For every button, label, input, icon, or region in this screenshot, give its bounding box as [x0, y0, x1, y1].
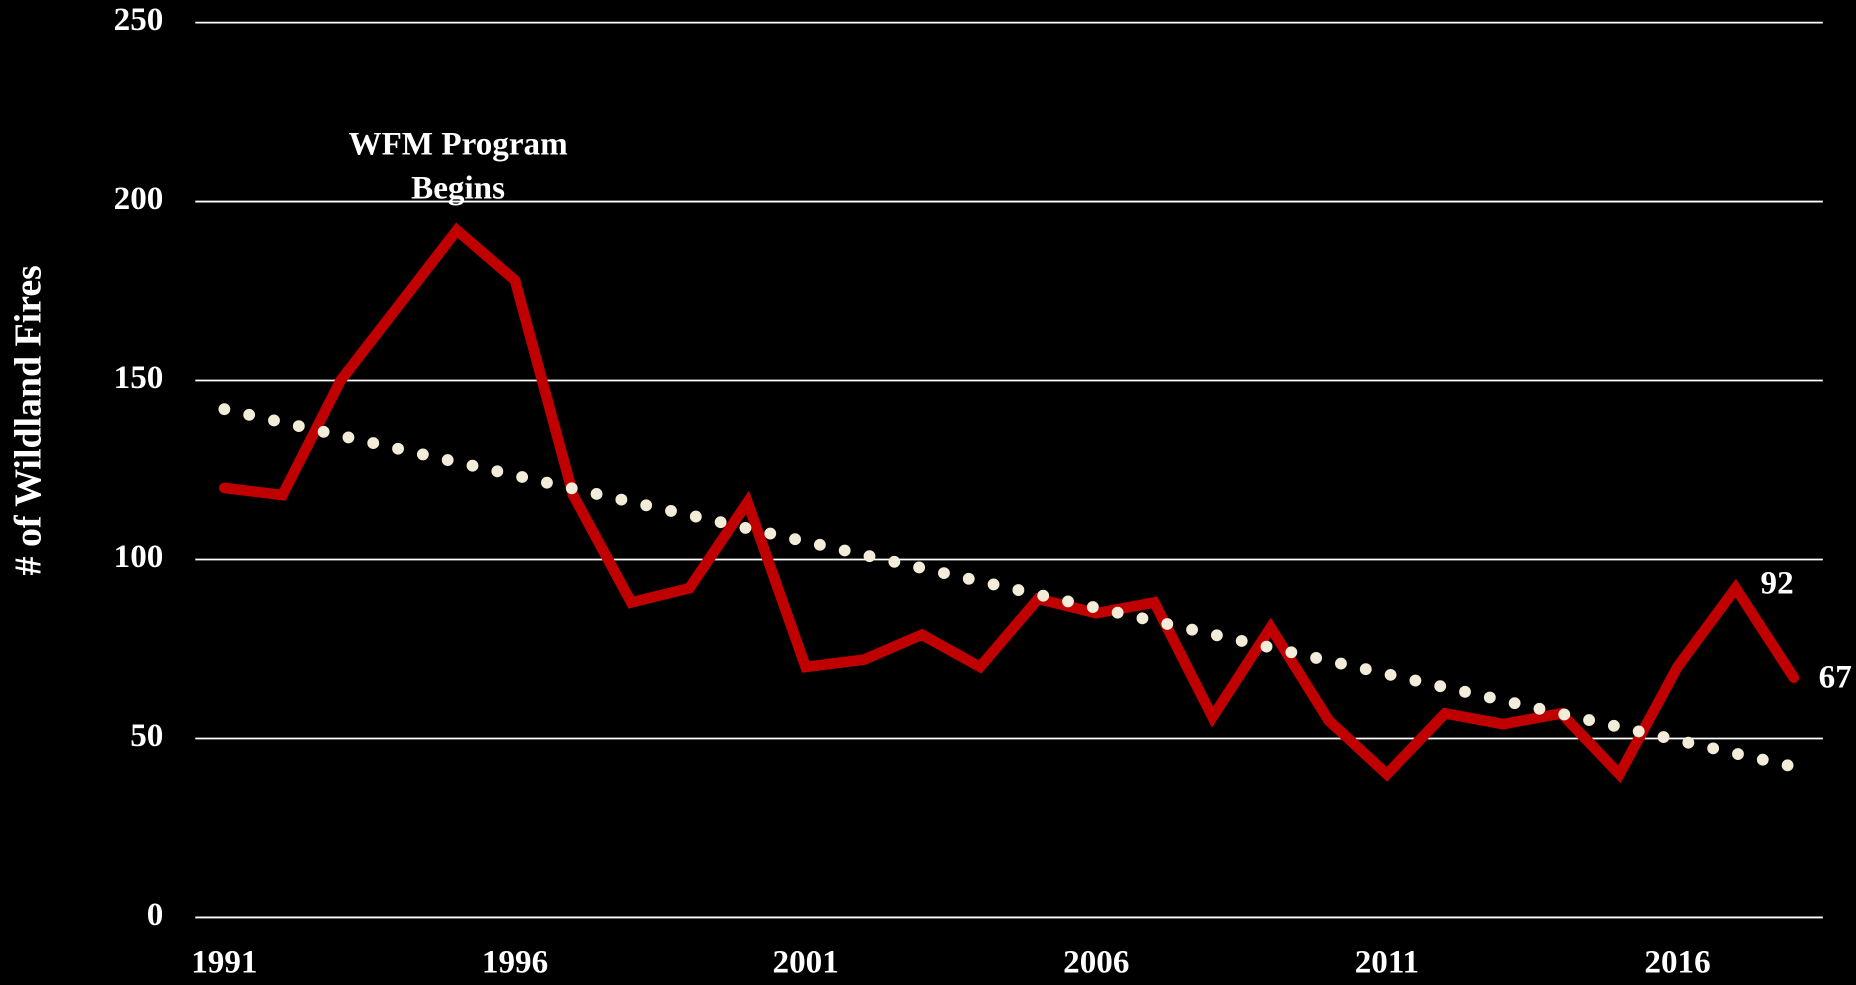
- annotation: WFM Program: [348, 125, 568, 162]
- annotation: Begins: [411, 169, 505, 206]
- y-axis-title: # of Wildland Fires: [8, 265, 50, 575]
- y-tick-label: 250: [114, 1, 164, 38]
- data-label: 67: [1819, 659, 1852, 696]
- x-tick-label: 2006: [1063, 943, 1129, 980]
- data-line: [219, 222, 1800, 784]
- y-tick-label: 0: [147, 896, 164, 933]
- x-tick-label: 2016: [1644, 943, 1710, 980]
- x-tick-label: 1996: [482, 943, 548, 980]
- x-tick-label: 1991: [191, 943, 257, 980]
- y-tick-label: 200: [114, 180, 164, 217]
- x-tick-label: 2011: [1355, 943, 1419, 980]
- y-tick-label: 150: [114, 359, 164, 396]
- data-label: 92: [1761, 564, 1794, 601]
- y-tick-label: 100: [114, 538, 164, 575]
- x-tick-label: 2001: [773, 943, 839, 980]
- y-tick-label: 50: [130, 717, 163, 754]
